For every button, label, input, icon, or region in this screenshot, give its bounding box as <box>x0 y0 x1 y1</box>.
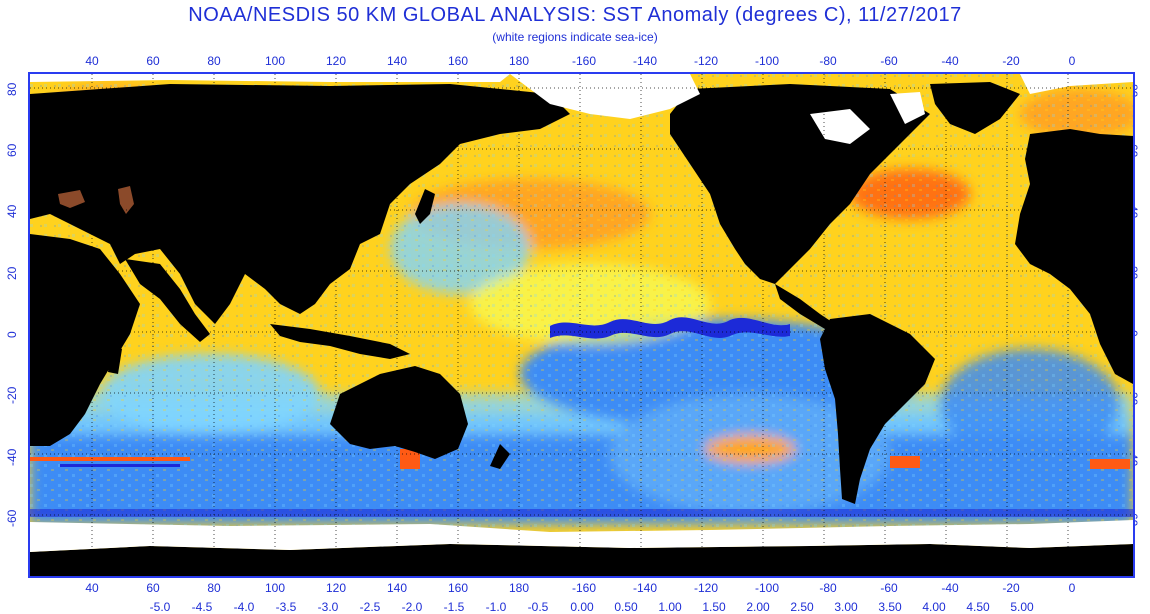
scale-label: -0.5 <box>527 600 549 614</box>
lon-tick-top: 180 <box>508 54 530 68</box>
scale-label: 2.50 <box>790 600 814 614</box>
streak <box>30 457 190 461</box>
lon-tick-bottom: -40 <box>941 581 959 595</box>
lon-tick-bottom: -160 <box>571 581 597 595</box>
map-title: NOAA/NESDIS 50 KM GLOBAL ANALYSIS: SST A… <box>188 4 962 26</box>
arctic-ice-pacific <box>510 74 700 119</box>
lon-tick-bottom: 100 <box>264 581 286 595</box>
central-america <box>775 284 835 329</box>
lon-tick-top: 80 <box>207 54 221 68</box>
arctic-ice-atlantic <box>1020 74 1133 94</box>
scale-label: 1.50 <box>702 600 726 614</box>
scale-label: -3.5 <box>275 600 297 614</box>
scale-label: -4.5 <box>191 600 213 614</box>
lon-tick-bottom: -120 <box>693 581 719 595</box>
hudson-ice <box>810 109 870 144</box>
lon-tick-bottom: -100 <box>754 581 780 595</box>
scale-label: 5.00 <box>1010 600 1034 614</box>
lon-tick-bottom: 140 <box>386 581 408 595</box>
lat-tick-left: -20 <box>5 386 19 404</box>
lon-tick-top: 0 <box>1068 54 1076 68</box>
baffin-ice <box>890 92 925 124</box>
scale-label: -1.5 <box>443 600 465 614</box>
land-masses <box>30 82 1133 576</box>
scale-label: 3.00 <box>834 600 858 614</box>
lon-tick-bottom: -140 <box>632 581 658 595</box>
lon-tick-top: -140 <box>632 54 658 68</box>
scale-label: 4.50 <box>966 600 990 614</box>
lon-tick-bottom: 40 <box>85 581 99 595</box>
lon-tick-bottom: 80 <box>207 581 221 595</box>
map-subtitle: (white regions indicate sea-ice) <box>492 30 658 44</box>
japan <box>415 189 435 224</box>
lon-tick-top: -120 <box>693 54 719 68</box>
scale-label: -4.0 <box>233 600 255 614</box>
lon-tick-top: 160 <box>447 54 469 68</box>
scale-label: -2.5 <box>359 600 381 614</box>
lat-tick-left: -40 <box>5 448 19 466</box>
plateau <box>58 190 85 208</box>
lat-tick-left: 0 <box>5 331 19 338</box>
lon-tick-bottom: -20 <box>1002 581 1020 595</box>
streak <box>890 456 920 468</box>
lon-tick-bottom: -60 <box>880 581 898 595</box>
australia <box>330 366 468 459</box>
streak <box>60 464 180 467</box>
scale-label: 0.00 <box>570 600 594 614</box>
north-america <box>670 84 930 284</box>
scale-label: -1.0 <box>485 600 507 614</box>
eurasia <box>30 84 570 324</box>
lon-tick-top: 140 <box>386 54 408 68</box>
color-scale-labels: -5.0 -4.5 -4.0 -3.5 -3.0 -2.5 -2.0 -1.5 … <box>0 600 1150 614</box>
indonesia <box>270 324 410 359</box>
south-america <box>820 314 935 504</box>
lon-tick-bottom: 160 <box>447 581 469 595</box>
scale-label: 4.00 <box>922 600 946 614</box>
lon-tick-top: -20 <box>1002 54 1020 68</box>
scale-label: 1.00 <box>658 600 682 614</box>
lat-tick-left: 40 <box>5 204 19 218</box>
elevated-land <box>58 186 134 214</box>
map-canvas <box>30 74 1133 576</box>
scale-label: 2.00 <box>746 600 770 614</box>
lat-tick-left: 20 <box>5 266 19 280</box>
lon-tick-bottom: -80 <box>819 581 837 595</box>
lon-tick-top: -60 <box>880 54 898 68</box>
sst-anomaly-map <box>28 72 1135 578</box>
antarctic-ice <box>30 520 1133 552</box>
sea-ice <box>30 74 1133 552</box>
lon-tick-top: 60 <box>146 54 160 68</box>
plateau <box>118 186 134 214</box>
streak <box>1090 459 1130 469</box>
streak <box>30 509 1133 517</box>
madagascar <box>108 344 122 374</box>
africa <box>30 234 140 446</box>
scale-label: -3.0 <box>317 600 339 614</box>
lon-tick-top: -40 <box>941 54 959 68</box>
lat-tick-left: 80 <box>5 82 19 96</box>
scale-label: -2.0 <box>401 600 423 614</box>
greenland <box>930 82 1020 134</box>
lon-tick-bottom: 0 <box>1068 581 1076 595</box>
arabia-india <box>125 259 210 342</box>
europe-africa-east <box>1015 129 1133 384</box>
lat-tick-left: 60 <box>5 143 19 157</box>
arctic-ice-asia <box>30 74 510 82</box>
lon-tick-top: 120 <box>325 54 347 68</box>
lon-tick-top: -160 <box>571 54 597 68</box>
lon-tick-bottom: 180 <box>508 581 530 595</box>
lon-tick-bottom: 60 <box>146 581 160 595</box>
lon-tick-bottom: 120 <box>325 581 347 595</box>
lon-tick-top: 40 <box>85 54 99 68</box>
scale-label: -5.0 <box>149 600 171 614</box>
antarctica <box>30 544 1133 576</box>
scale-label: 0.50 <box>614 600 638 614</box>
lon-tick-top: 100 <box>264 54 286 68</box>
scale-label: 3.50 <box>878 600 902 614</box>
lon-tick-top: -80 <box>819 54 837 68</box>
lon-tick-top: -100 <box>754 54 780 68</box>
equatorial-cold-wave <box>550 317 790 339</box>
lat-tick-left: -60 <box>5 509 19 527</box>
new-zealand <box>490 444 510 469</box>
